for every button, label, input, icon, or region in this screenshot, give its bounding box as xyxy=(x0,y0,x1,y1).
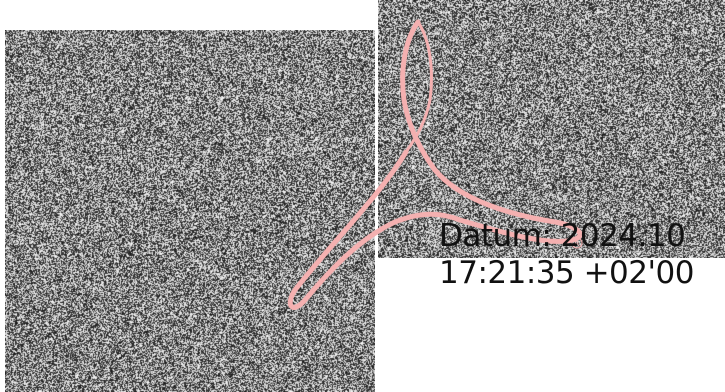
signature-image-left xyxy=(5,30,375,392)
noise-canvas-left xyxy=(5,30,375,392)
signature-date-text: Datum: 2024.10 xyxy=(439,221,685,252)
signature-time-text: 17:21:35 +02'00 xyxy=(439,258,694,289)
